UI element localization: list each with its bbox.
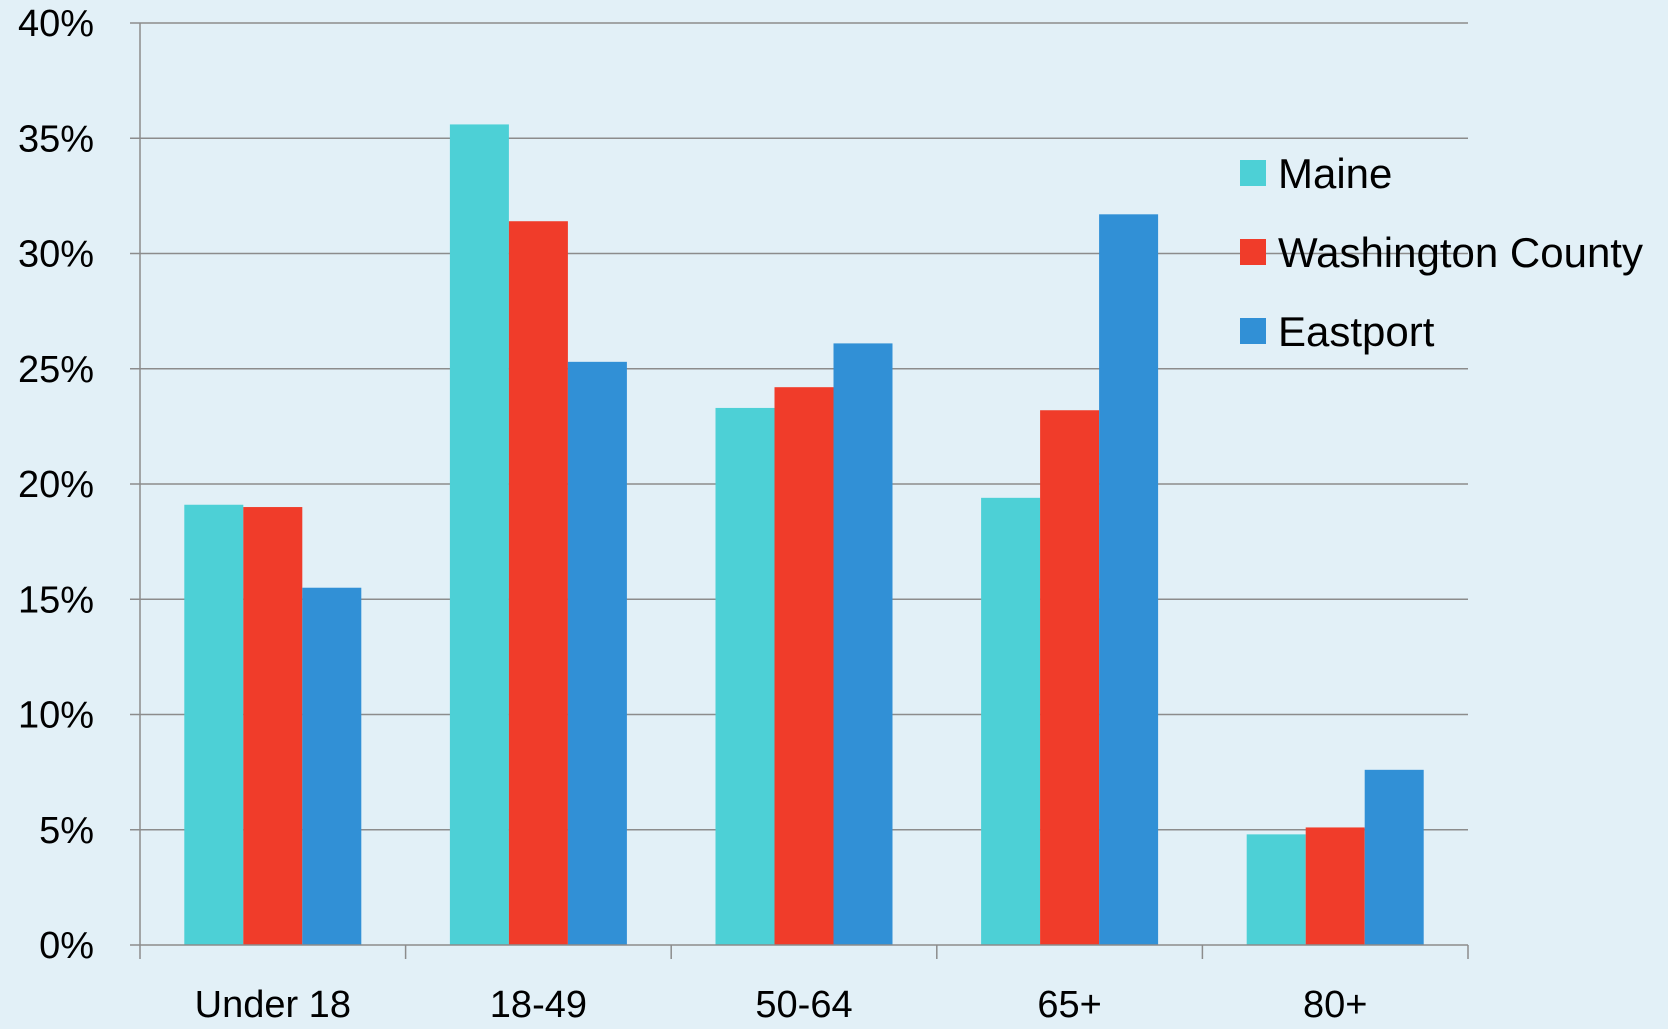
bar-maine xyxy=(715,407,775,945)
bar-washington-county xyxy=(1305,827,1365,945)
y-tick-label: 10% xyxy=(18,695,94,737)
bar-maine xyxy=(184,504,244,945)
bar-washington-county xyxy=(774,387,834,945)
y-tick-label: 20% xyxy=(18,464,94,506)
bar-maine xyxy=(1246,834,1306,945)
bar-eastport xyxy=(833,343,893,945)
legend-label: Eastport xyxy=(1278,308,1435,355)
x-tick-label: 18-49 xyxy=(490,984,587,1026)
bar-eastport xyxy=(1099,214,1159,945)
y-tick-label: 40% xyxy=(18,3,94,45)
x-tick-label: Under 18 xyxy=(195,984,351,1026)
y-tick-label: 30% xyxy=(18,234,94,276)
bar-washington-county xyxy=(243,507,303,945)
x-tick-labels: Under 18 18-49 50-64 65+ 80+ xyxy=(195,984,1368,1026)
bar-eastport xyxy=(1364,769,1424,945)
legend-swatch xyxy=(1240,239,1266,265)
x-tick-label: 80+ xyxy=(1303,984,1367,1026)
y-tick-label: 0% xyxy=(39,925,94,967)
y-tick-label: 15% xyxy=(18,579,94,621)
legend-label: Maine xyxy=(1278,150,1392,197)
axes xyxy=(130,22,1469,959)
legend-swatch xyxy=(1240,318,1266,344)
y-tick-label: 35% xyxy=(18,118,94,160)
x-tick-label: 65+ xyxy=(1037,984,1101,1026)
x-tick-label: 50-64 xyxy=(755,984,852,1026)
bar-maine xyxy=(981,497,1041,945)
bar-maine xyxy=(449,124,509,946)
legend-label: Washington County xyxy=(1278,229,1643,276)
y-tick-labels: 0% 5% 10% 15% 20% 25% 30% 35% 40% xyxy=(18,3,94,967)
bar-washington-county xyxy=(508,221,568,946)
y-tick-label: 5% xyxy=(39,810,94,852)
bar-washington-county xyxy=(1040,410,1100,945)
legend: Maine Washington County Eastport xyxy=(1240,150,1643,355)
bar-eastport xyxy=(302,587,362,945)
legend-swatch xyxy=(1240,160,1266,186)
y-tick-label: 25% xyxy=(18,349,94,391)
bars xyxy=(184,124,1424,946)
bar-eastport xyxy=(567,361,627,946)
